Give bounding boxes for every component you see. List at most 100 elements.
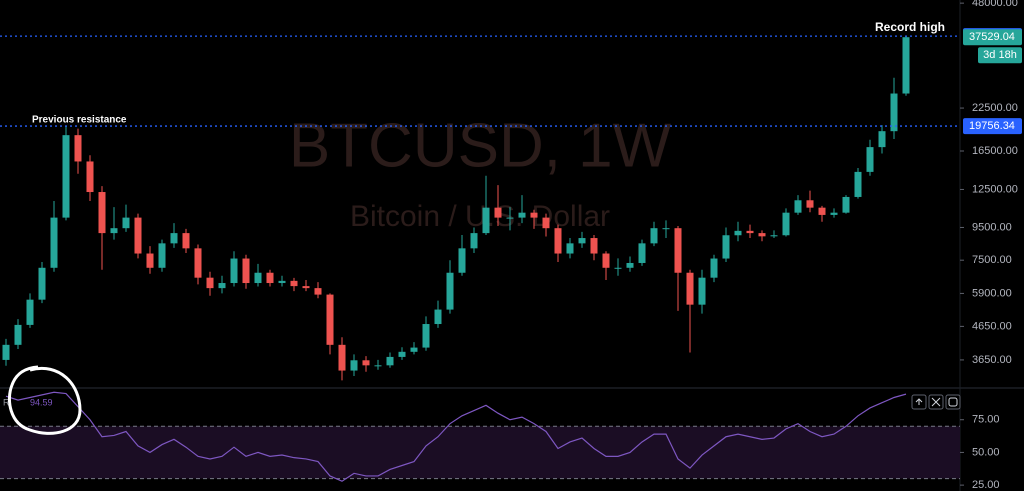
y-tick-label: 9500.00 [972, 221, 1012, 233]
candle-body [542, 217, 550, 229]
y-tick-label: 7500.00 [972, 254, 1012, 266]
candle-body [866, 147, 874, 172]
last-price-label: 37529.04 [969, 31, 1015, 43]
candle-body [590, 238, 598, 254]
annotation: Record high [875, 20, 945, 34]
candle-body [458, 248, 466, 273]
candle-body [578, 238, 586, 244]
candle-body [230, 258, 238, 284]
candle-body [482, 207, 490, 234]
countdown-label: 3d 18h [983, 49, 1017, 61]
candle-body [242, 258, 250, 284]
candle-body [662, 228, 670, 230]
y-tick-label: 48000.00 [972, 0, 1018, 9]
candle-body [806, 200, 814, 208]
candle-body [422, 324, 430, 348]
last-price-box [963, 29, 1022, 46]
rsi-label: R [3, 397, 10, 407]
candle-body [146, 253, 154, 268]
countdown-box [978, 47, 1022, 64]
candle-body [746, 230, 754, 234]
candle-body [278, 280, 286, 284]
candle-body [878, 131, 886, 148]
maximize-icon [948, 397, 958, 407]
candle-body [902, 37, 910, 94]
candle-body [98, 192, 106, 234]
candle-body [266, 272, 274, 284]
candle-body [686, 272, 694, 305]
candle-body [50, 217, 58, 268]
y-tick-label: 5900.00 [972, 287, 1012, 299]
y-tick-label: 12500.00 [972, 183, 1018, 195]
candle-body [614, 267, 622, 269]
candle-body [854, 171, 862, 197]
candle-body [554, 228, 562, 254]
candle-body [254, 272, 262, 284]
candle-body [158, 243, 166, 268]
candle-body [86, 161, 94, 193]
candle-body [62, 135, 70, 218]
candle-body [818, 207, 826, 215]
candle-body [122, 217, 130, 229]
candle-body [698, 277, 706, 305]
pane-buttons [911, 394, 961, 410]
rsi-tick-label: 50.00 [972, 446, 1000, 458]
candle-body [26, 299, 34, 325]
y-tick-label: 4650.00 [972, 320, 1012, 332]
hand-drawn-circle [7, 365, 82, 435]
candle-body [386, 356, 394, 366]
candle-body [494, 207, 502, 218]
candle-body [566, 243, 574, 254]
candle-body [890, 93, 898, 132]
candle-body [710, 258, 718, 278]
close-button[interactable] [928, 394, 944, 410]
candle-body [374, 365, 382, 367]
move-up-button[interactable] [911, 394, 927, 410]
candle-body [518, 212, 526, 218]
candle-body [650, 228, 658, 244]
button-frame [945, 394, 961, 410]
candle-body [842, 196, 850, 213]
candle-body [194, 248, 202, 278]
candle-body [182, 233, 190, 249]
candle-body [170, 233, 178, 244]
candle-body [314, 288, 322, 295]
candle-body [794, 200, 802, 213]
watermark-title: BTCUSD, 1W [289, 111, 672, 180]
candle-body [734, 230, 742, 236]
arrow-icon [915, 398, 923, 405]
candle-body [602, 253, 610, 268]
candle-body [362, 360, 370, 366]
candle-body [350, 360, 358, 371]
candle-body [830, 212, 838, 215]
rsi-tick-label: 75.00 [972, 414, 1000, 426]
candle-body [638, 243, 646, 263]
y-tick-label: 22500.00 [972, 102, 1018, 114]
candle-body [410, 347, 418, 352]
candle-body [302, 286, 310, 289]
candle-body [674, 228, 682, 273]
candle-body [2, 344, 10, 360]
candle-body [338, 344, 346, 371]
maximize-button[interactable] [945, 394, 961, 410]
candle-body [110, 228, 118, 234]
candle-body [758, 233, 766, 237]
candle-body [74, 135, 82, 162]
y-tick-label: 3650.00 [972, 354, 1012, 366]
watermark-subtitle: Bitcoin / U.S. Dollar [350, 200, 610, 233]
candle-body [134, 217, 142, 254]
close-icon [931, 397, 941, 407]
annotation: Previous resistance [32, 115, 127, 126]
y-tick-label: 16500.00 [972, 145, 1018, 157]
rsi-band [0, 426, 960, 479]
candle-body [782, 212, 790, 236]
candle-body [446, 272, 454, 310]
candle-body [218, 283, 226, 289]
candle-body [38, 267, 46, 300]
price-label: 19756.34 [969, 120, 1015, 132]
candle-body [14, 324, 22, 345]
candle-body [530, 212, 538, 218]
